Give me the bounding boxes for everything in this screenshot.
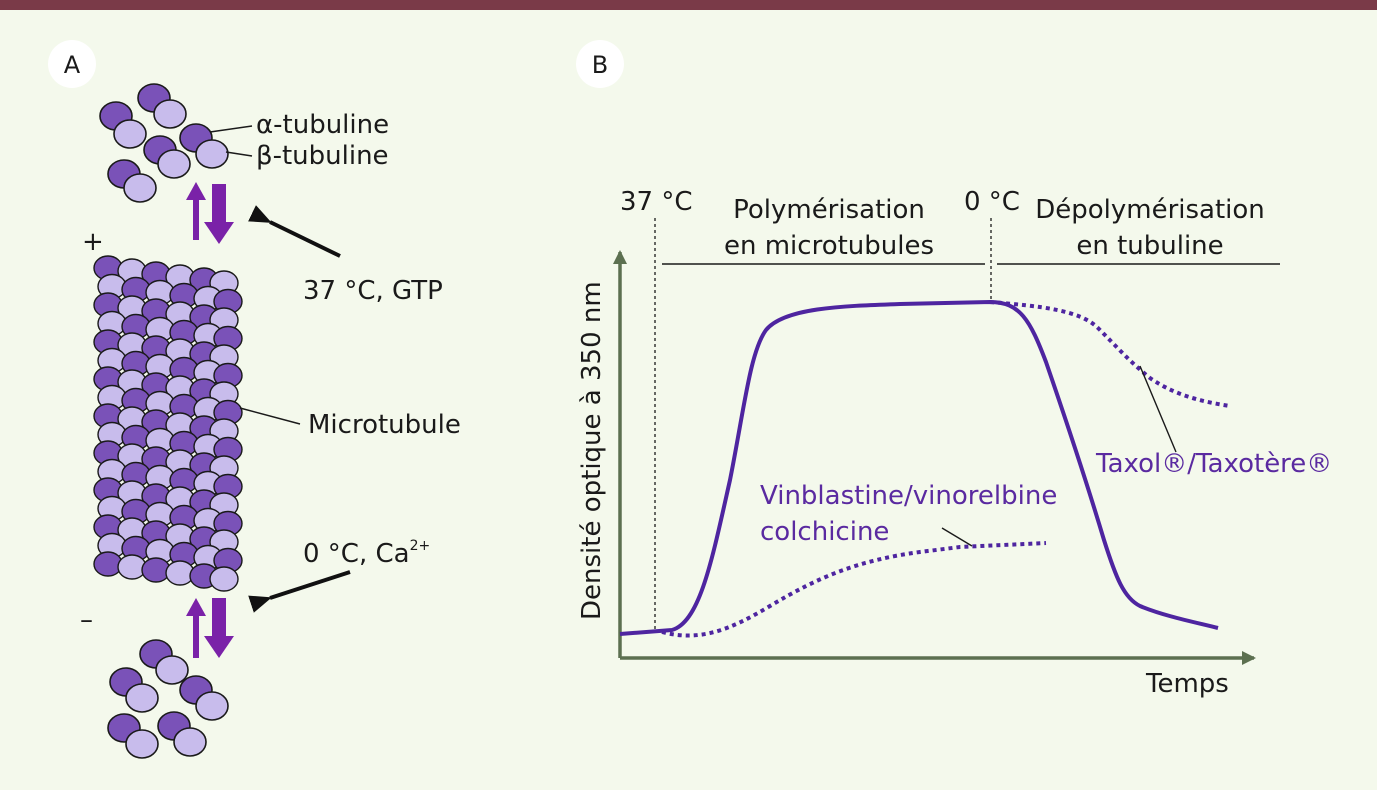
panel-a-letter: A	[64, 51, 81, 79]
microtubule-cylinder	[93, 255, 243, 592]
vinca-leader-line	[941, 527, 973, 547]
vinca-curve	[661, 541, 1047, 638]
free-tubulin-bottom	[107, 639, 229, 759]
polymerize-arrow	[248, 205, 341, 258]
minus-end-sign: –	[80, 605, 93, 635]
phase-polymerization-line1: Polymérisation	[733, 195, 925, 225]
taxol-leader-line	[1139, 365, 1177, 453]
panel-b-badge	[576, 40, 624, 88]
marker-37-label: 37 °C	[620, 187, 693, 217]
control-curve	[619, 299, 1219, 636]
microtubule-leader-line	[239, 407, 301, 425]
top-border	[0, 0, 1377, 10]
vinca-label-line2: colchicine	[760, 517, 889, 547]
beta-leader-line	[225, 151, 253, 157]
panel-a-badge	[48, 40, 96, 88]
condition-depolymerize-label: 0 °C, Ca2+	[303, 538, 430, 569]
panel-b-letter: B	[592, 51, 608, 79]
taxol-label: Taxol®/Taxotère®	[1095, 449, 1332, 479]
tubulin-subunit	[209, 566, 239, 592]
beta-tubulin-label: β-tubuline	[256, 141, 389, 171]
alpha-leader-line	[209, 125, 253, 133]
microtubule-label: Microtubule	[308, 410, 461, 440]
free-tubulin-top	[99, 83, 229, 203]
phase-depolymerization-line1: Dépolymérisation	[1035, 195, 1265, 225]
depolymerize-arrow	[248, 570, 351, 613]
plus-end-sign: +	[82, 227, 104, 257]
marker-0-label: 0 °C	[964, 187, 1020, 217]
alpha-tubulin-label: α-tubuline	[256, 110, 389, 140]
lower-equilibrium-arrows	[186, 598, 234, 658]
panel-a: A α-tubuline β-tubuline 37 °C,	[48, 40, 461, 759]
upper-equilibrium-arrows	[186, 182, 234, 244]
y-axis-label: Densité optique à 350 nm	[577, 281, 607, 620]
condition-polymerize-label: 37 °C, GTP	[303, 276, 443, 306]
x-axis-label: Temps	[1145, 669, 1229, 699]
phase-depolymerization-line2: en tubuline	[1076, 231, 1223, 261]
taxol-curve	[989, 300, 1231, 408]
vinca-label-line1: Vinblastine/vinorelbine	[760, 481, 1057, 511]
phase-polymerization-line2: en microtubules	[724, 231, 934, 261]
panel-b: B Densité optique à 350 nm Temps 37 °C 0…	[576, 40, 1332, 699]
